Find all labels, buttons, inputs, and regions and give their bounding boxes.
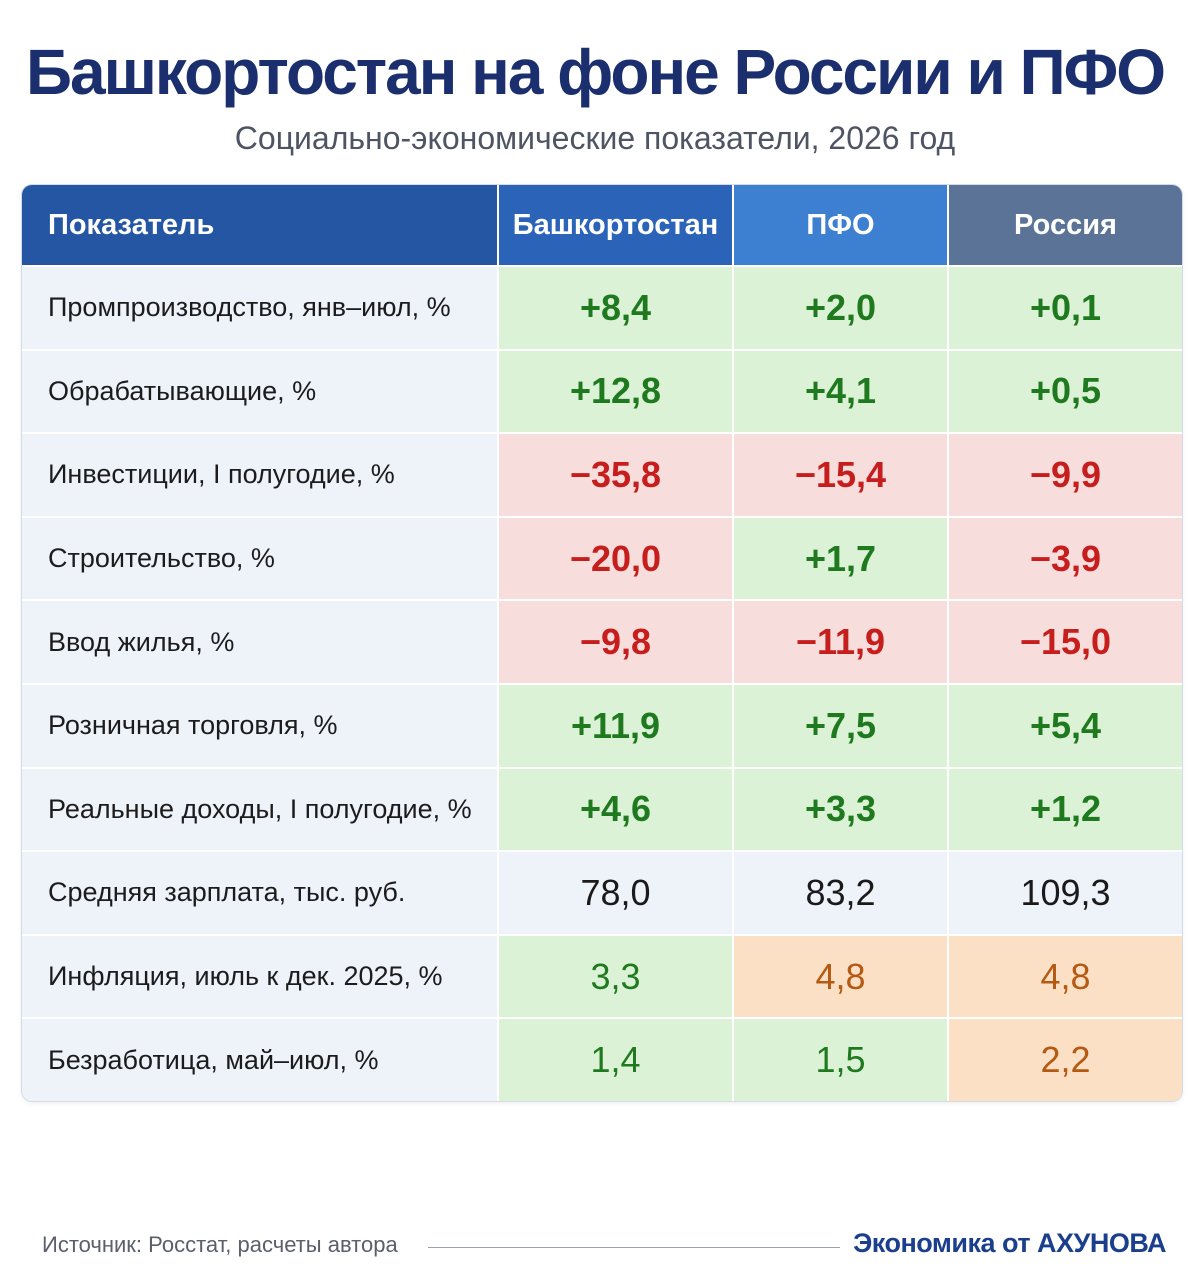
value-bashkortostan: +12,8 [497, 350, 732, 433]
value-russia: 109,3 [947, 852, 1182, 934]
header-indicator: Показатель [22, 185, 497, 265]
value-bashkortostan: −35,8 [497, 434, 732, 516]
header-bashkortostan: Башкортостан [497, 185, 732, 265]
table-body: Промпроизводство, янв–июл, % +8,4 +2,0 +0,1… [22, 265, 1182, 1101]
value-pfo: 4,8 [732, 935, 947, 1018]
row-label: Промпроизводство, янв–июл, % [22, 267, 497, 349]
value-russia: −3,9 [947, 517, 1182, 600]
value-pfo: +3,3 [732, 768, 947, 851]
indicators-table: Показатель Башкортостан ПФО Россия Промп… [22, 185, 1182, 1101]
value-pfo: +1,7 [732, 517, 947, 600]
value-bashkortostan: 3,3 [497, 935, 732, 1018]
value-russia: +0,1 [947, 267, 1182, 349]
table-row: Розничная торговля, % +11,9 +7,5 +5,4 [22, 682, 1182, 767]
table-row: Инфляция, июль к дек. 2025, % 3,3 4,8 4,8 [22, 933, 1182, 1018]
value-russia: −9,9 [947, 434, 1182, 516]
value-bashkortostan: +11,9 [497, 684, 732, 767]
row-label: Ввод жилья, % [22, 601, 497, 683]
table-row: Инвестиции, I полугодие, % −35,8 −15,4 −9,9 [22, 432, 1182, 516]
row-label: Инвестиции, I полугодие, % [22, 434, 497, 516]
header-pfo: ПФО [732, 185, 947, 265]
row-label: Реальные доходы, I полугодие, % [22, 768, 497, 851]
brand-label: Экономика от АХУНОВА [853, 1228, 1166, 1258]
value-pfo: 1,5 [732, 1019, 947, 1101]
value-russia: +5,4 [947, 684, 1182, 767]
value-russia: +1,2 [947, 768, 1182, 851]
header-russia: Россия [947, 185, 1182, 265]
value-bashkortostan: 78,0 [497, 852, 732, 934]
value-pfo: +4,1 [732, 350, 947, 433]
table-row: Обрабатывающие, % +12,8 +4,1 +0,5 [22, 348, 1182, 433]
row-label: Средняя зарплата, тыс. руб. [22, 852, 497, 934]
value-bashkortostan: −9,8 [497, 601, 732, 683]
value-pfo: −15,4 [732, 434, 947, 516]
value-bashkortostan: −20,0 [497, 517, 732, 600]
row-label: Инфляция, июль к дек. 2025, % [22, 935, 497, 1018]
value-russia: 2,2 [947, 1019, 1182, 1101]
value-russia: 4,8 [947, 935, 1182, 1018]
table-row: Средняя зарплата, тыс. руб. 78,0 83,2 109,3 [22, 850, 1182, 934]
row-label: Строительство, % [22, 517, 497, 600]
source-note: Источник: Росстат, расчеты автора [42, 1232, 398, 1257]
footer-divider [428, 1247, 840, 1248]
table-row: Промпроизводство, янв–июл, % +8,4 +2,0 +0,1 [22, 265, 1182, 349]
row-label: Безработица, май–июл, % [22, 1019, 497, 1101]
value-bashkortostan: +4,6 [497, 768, 732, 851]
row-label: Розничная торговля, % [22, 684, 497, 767]
table-row: Строительство, % −20,0 +1,7 −3,9 [22, 515, 1182, 600]
table-row: Реальные доходы, I полугодие, % +4,6 +3,3 +… [22, 766, 1182, 851]
table-header-row: Показатель Башкортостан ПФО Россия [22, 185, 1182, 265]
value-pfo: 83,2 [732, 852, 947, 934]
table-row: Безработица, май–июл, % 1,4 1,5 2,2 [22, 1017, 1182, 1101]
table-row: Ввод жилья, % −9,8 −11,9 −15,0 [22, 599, 1182, 683]
value-pfo: +2,0 [732, 267, 947, 349]
value-russia: −15,0 [947, 601, 1182, 683]
value-pfo: +7,5 [732, 684, 947, 767]
page-title: Башкортостан на фоне России и ПФО [25, 36, 1166, 108]
value-pfo: −11,9 [732, 601, 947, 683]
value-bashkortostan: +8,4 [497, 267, 732, 349]
row-label: Обрабатывающие, % [22, 350, 497, 433]
page-subtitle: Социально-экономические показатели, 2026… [234, 120, 956, 156]
value-bashkortostan: 1,4 [497, 1019, 732, 1101]
value-russia: +0,5 [947, 350, 1182, 433]
